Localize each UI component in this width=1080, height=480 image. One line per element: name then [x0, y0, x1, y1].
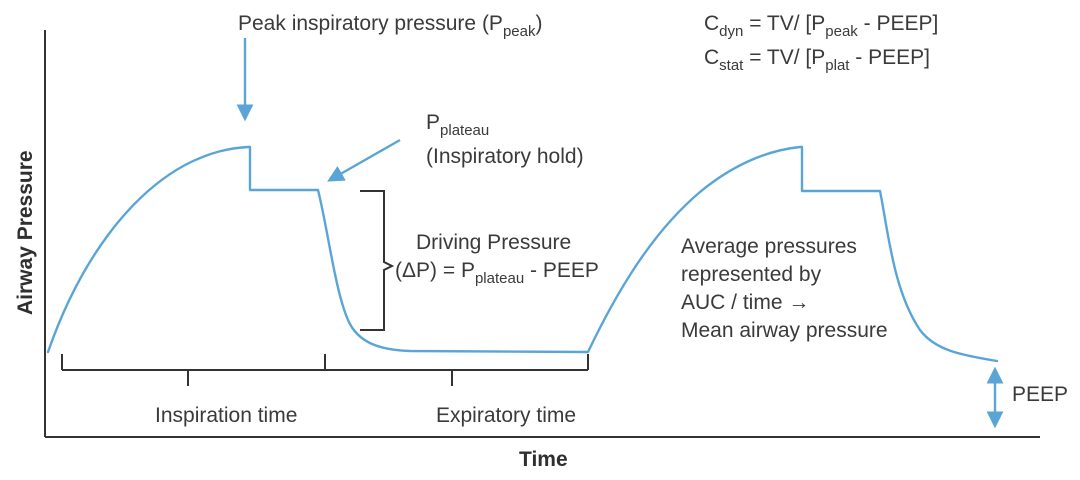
driving-pressure-formula: (ΔP) = Pplateau - PEEP — [395, 259, 599, 287]
plateau-arrow — [327, 138, 401, 182]
cdyn-formula: Cdyn = TV/ [Ppeak - PEEP] — [704, 12, 938, 40]
peak-pressure-label: Peak inspiratory pressure (Ppeak) — [238, 12, 542, 40]
driving-formula-sub: plateau — [475, 270, 524, 287]
cstat-mid: = TV/ [P — [743, 46, 825, 69]
peak-label-main: Peak inspiratory pressure (P — [238, 12, 503, 35]
peep-label: PEEP — [1012, 383, 1068, 406]
cstat-c: C — [704, 46, 719, 69]
cstat-plat-sub: plat — [825, 57, 850, 74]
cdyn-sub: dyn — [719, 23, 743, 40]
time-brackets — [61, 354, 589, 386]
average-pressures-line2: represented by — [681, 263, 822, 286]
cdyn-c: C — [704, 12, 719, 35]
cstat-rest: - PEEP] — [849, 46, 930, 69]
average-pressures-line4: Mean airway pressure — [681, 319, 888, 342]
driving-pressure-brace — [360, 190, 395, 331]
cdyn-rest: - PEEP] — [858, 12, 939, 35]
cdyn-mid: = TV/ [P — [743, 12, 825, 35]
cstat-formula: Cstat = TV/ [Pplat - PEEP] — [704, 46, 930, 74]
plateau-label: Pplateau — [426, 111, 489, 139]
cstat-sub: stat — [719, 57, 744, 74]
cdyn-peak-sub: peak — [825, 23, 858, 40]
driving-formula-main: (ΔP) = P — [395, 259, 475, 282]
average-pressures-line1: Average pressures — [681, 235, 857, 258]
driving-pressure-title: Driving Pressure — [416, 231, 571, 254]
inspiration-time-label: Inspiration time — [155, 404, 297, 427]
peak-label-sub: peak — [503, 23, 536, 40]
plateau-label-sub: plateau — [440, 122, 489, 139]
driving-formula-rest: - PEEP — [524, 259, 599, 282]
y-axis-title: Airway Pressure — [14, 150, 37, 315]
peak-label-close: ) — [535, 12, 542, 35]
x-axis-title: Time — [519, 448, 568, 471]
airway-pressure-curve — [46, 145, 999, 363]
plateau-label-p: P — [426, 111, 440, 134]
inspiratory-hold-label: (Inspiratory hold) — [426, 145, 584, 168]
average-pressures-line3: AUC / time → — [681, 291, 809, 314]
expiratory-time-label: Expiratory time — [436, 404, 576, 427]
